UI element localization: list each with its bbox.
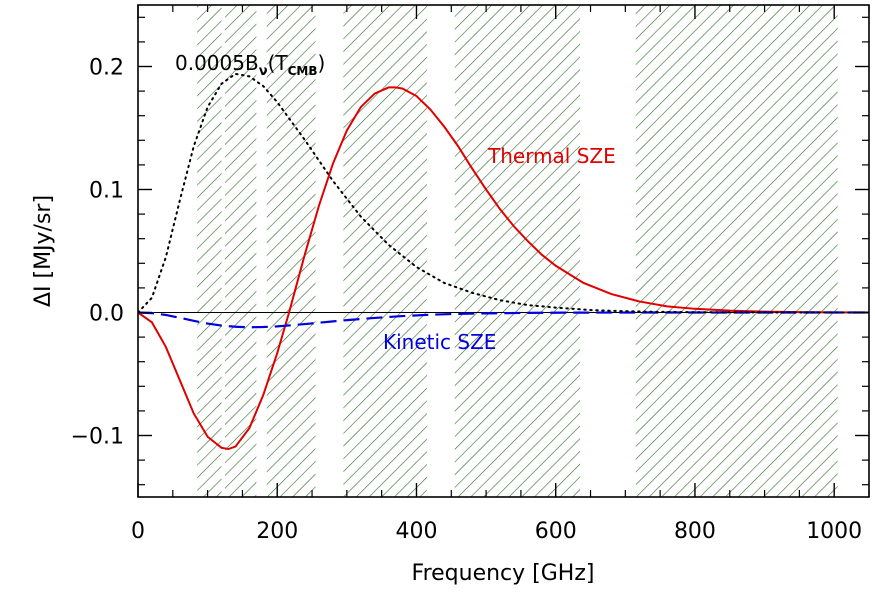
- planck-curve-line: [138, 72, 869, 314]
- hatched-band-2: [225, 5, 257, 497]
- y-tick-label: 0.2: [89, 56, 124, 81]
- x-tick-label: 800: [674, 519, 716, 544]
- x-tick-label: 600: [535, 519, 577, 544]
- plot-frame: [137, 4, 870, 498]
- y-tick-label: 0.0: [89, 302, 124, 327]
- kinetic-sze-label: Kinetic SZE: [383, 330, 496, 354]
- planck-label-paren: (T: [268, 51, 289, 75]
- y-tick-label: 0.1: [89, 179, 124, 204]
- hatched-band-6: [635, 5, 838, 497]
- series-layer: [138, 72, 869, 451]
- y-tick-label: −0.1: [71, 425, 124, 450]
- hatched-band-4: [343, 5, 427, 497]
- hatched-band-3: [266, 5, 316, 497]
- hatched-band-5: [454, 5, 581, 497]
- x-tick-label: 200: [256, 519, 298, 544]
- planck-curve-label: 0.0005Bν(TCMB): [175, 51, 325, 79]
- x-tick-label: 400: [395, 519, 437, 544]
- x-axis-label: Frequency [GHz]: [412, 561, 595, 586]
- x-tick-label: 0: [131, 519, 145, 544]
- planck-label-sub2: CMB: [288, 64, 318, 78]
- planck-label-main: 0.0005B: [175, 51, 259, 75]
- y-axis-label: ΔI [MJy/sr]: [31, 195, 56, 307]
- hatched-bands: [197, 5, 838, 497]
- thermal-sze-line: [138, 86, 869, 451]
- axes-layer: [137, 4, 870, 498]
- planck-label-sub: ν: [259, 64, 268, 79]
- hatched-band-1: [197, 5, 222, 497]
- ticks-layer: 0 200 400 600 800 1000 −0.1 0.0 0.1 0.2: [71, 5, 870, 544]
- kinetic-sze-line: [138, 311, 869, 329]
- planck-label-close: ): [318, 51, 326, 75]
- thermal-sze-label: Thermal SZE: [487, 144, 616, 168]
- x-tick-label: 1000: [806, 519, 862, 544]
